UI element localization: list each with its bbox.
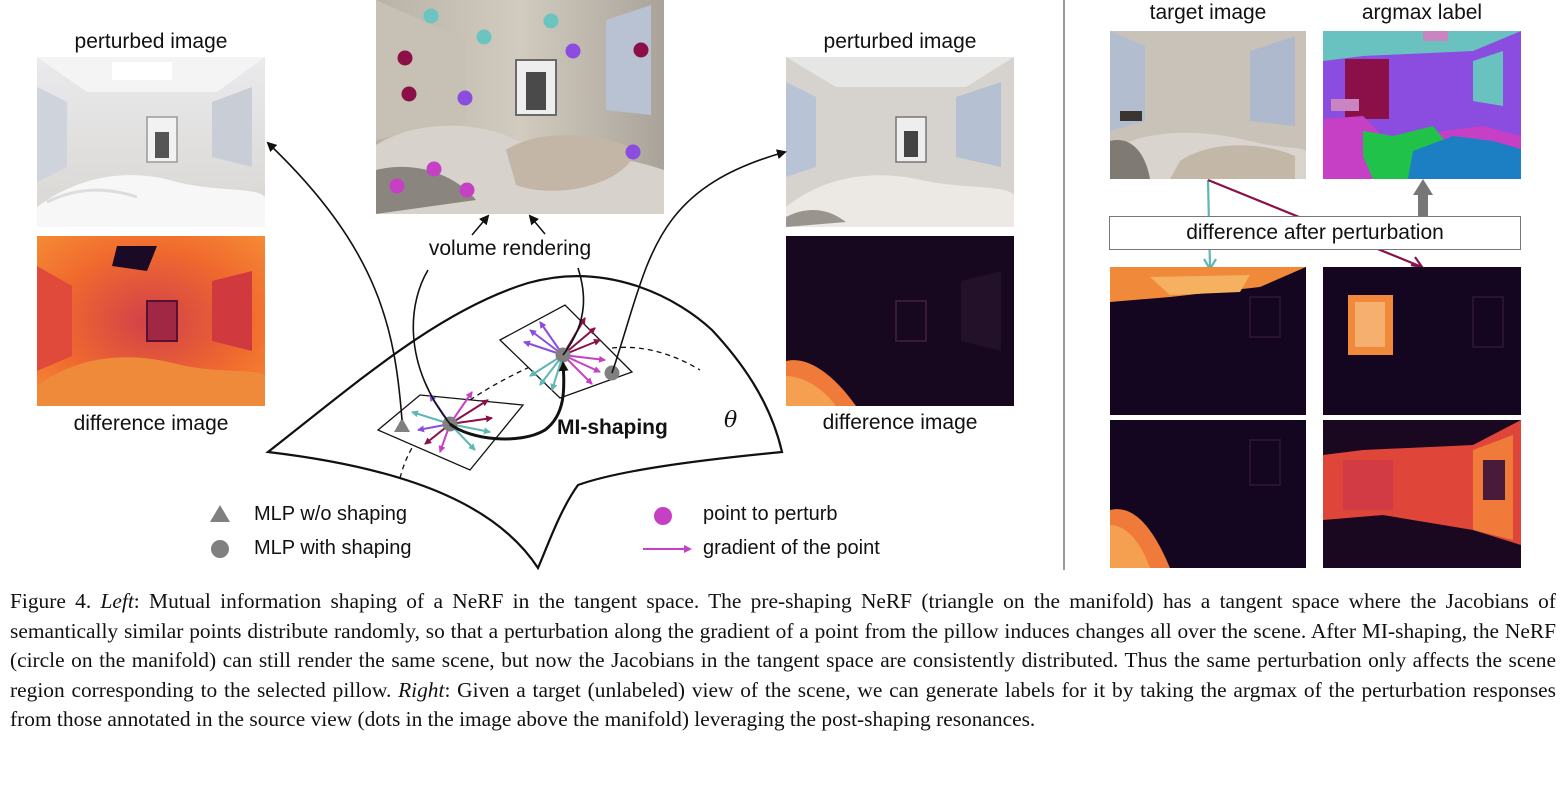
legend-mlp-without: MLP w/o shaping — [254, 503, 408, 525]
point-maroon — [401, 86, 417, 102]
perturbed-image-left-label: perturbed image — [74, 30, 228, 53]
panel-divider — [1063, 0, 1065, 570]
perturbed-image-left — [37, 57, 265, 227]
point-teal — [476, 29, 492, 45]
manifold-surface — [265, 275, 784, 571]
legend-point-icon — [654, 507, 672, 525]
point-magenta — [459, 182, 475, 198]
theta-label: θ — [724, 408, 738, 433]
point-purple — [565, 43, 581, 59]
volume-rendering-label: volume rendering — [428, 237, 592, 260]
render-arrow-right — [611, 149, 787, 374]
point-purple — [457, 90, 473, 106]
render-arrow-center-right — [562, 267, 585, 356]
caption-left-label: Left — [100, 589, 134, 613]
perturbed-image-right — [786, 57, 1014, 227]
legend-point: point to perturb — [703, 503, 838, 525]
legend-triangle-icon — [210, 505, 230, 522]
annotated-points — [389, 8, 649, 198]
difference-map-bottom-right — [1323, 420, 1521, 568]
difference-image-right — [786, 236, 1014, 406]
caption-right-label: Right — [398, 677, 445, 702]
point-magenta — [389, 178, 405, 194]
difference-map-top-left — [1110, 267, 1306, 415]
render-arrow-left — [266, 141, 403, 421]
point-maroon — [397, 50, 413, 66]
target-image — [1110, 31, 1306, 179]
figure-caption: Figure 4. Left: Mutual information shapi… — [10, 587, 1556, 735]
source-view-image — [376, 0, 664, 214]
tangent-plane-1 — [376, 394, 525, 471]
caption-right-text: : Given a target (unlabeled) view of the… — [10, 677, 1556, 732]
argmax-label-title: argmax label — [1361, 1, 1483, 24]
legend-symbols — [210, 505, 692, 558]
perturbed-image-right-label: perturbed image — [823, 30, 977, 53]
mi-shaping-arrow — [449, 361, 569, 441]
mi-shaping-label: MI-shaping — [557, 416, 668, 439]
difference-after-perturbation-box: difference after perturbation — [1109, 216, 1521, 250]
volume-arrow-right — [528, 214, 546, 235]
argmax-label-image — [1323, 31, 1521, 179]
legend-circle-icon — [211, 540, 229, 558]
point-teal — [423, 8, 439, 24]
point-maroon — [633, 42, 649, 58]
mlp-without-shaping-marker — [394, 418, 410, 432]
caption-figure-number: Figure 4. — [10, 589, 92, 613]
point-magenta — [426, 161, 442, 177]
point-purple — [625, 144, 641, 160]
point-teal — [543, 13, 559, 29]
target-image-label: target image — [1149, 1, 1267, 24]
volume-arrow-left — [471, 214, 490, 236]
caption-left-text: : Mutual information shaping of a NeRF i… — [10, 589, 1556, 702]
legend-gradient: gradient of the point — [703, 537, 880, 559]
difference-map-bottom-left — [1110, 420, 1306, 568]
difference-image-left-label: difference image — [73, 412, 229, 435]
difference-map-top-right — [1323, 267, 1521, 415]
difference-image-right-label: difference image — [822, 411, 978, 434]
render-arrow-center-left — [412, 269, 451, 425]
difference-image-left — [37, 236, 265, 406]
legend-mlp-with: MLP with shaping — [254, 537, 412, 559]
manifold-diagram — [265, 141, 787, 571]
